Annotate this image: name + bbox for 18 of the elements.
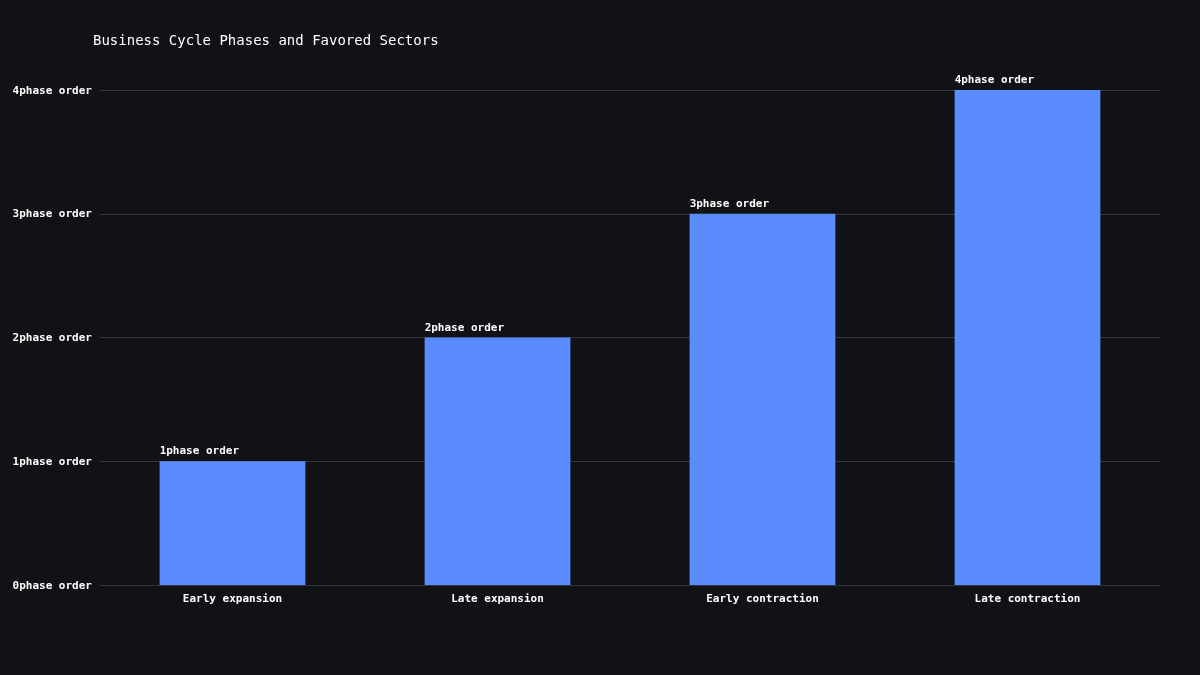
bar — [954, 90, 1101, 585]
y-tick-label: 1phase order — [12, 454, 93, 468]
x-tick-label: Late contraction — [974, 592, 1081, 605]
data-label: 4phase order — [954, 73, 1035, 86]
y-tick-label: 3phase order — [12, 207, 93, 221]
chart-title: Business Cycle Phases and Favored Sectors — [93, 32, 439, 48]
data-label: 2phase order — [424, 320, 505, 334]
x-tick-label: Early contraction — [706, 592, 819, 605]
data-label: 1phase order — [159, 444, 240, 458]
data-label: 3phase order — [689, 196, 770, 210]
bar — [159, 461, 306, 585]
y-tick-label: 0phase order — [12, 578, 93, 592]
bar — [424, 337, 571, 585]
y-tick-label: 2phase order — [12, 331, 93, 344]
y-tick-label: 4phase order — [12, 83, 93, 97]
bar — [689, 213, 836, 585]
x-tick-label: Early expansion — [182, 592, 283, 605]
x-tick-label: Late expansion — [451, 592, 544, 605]
